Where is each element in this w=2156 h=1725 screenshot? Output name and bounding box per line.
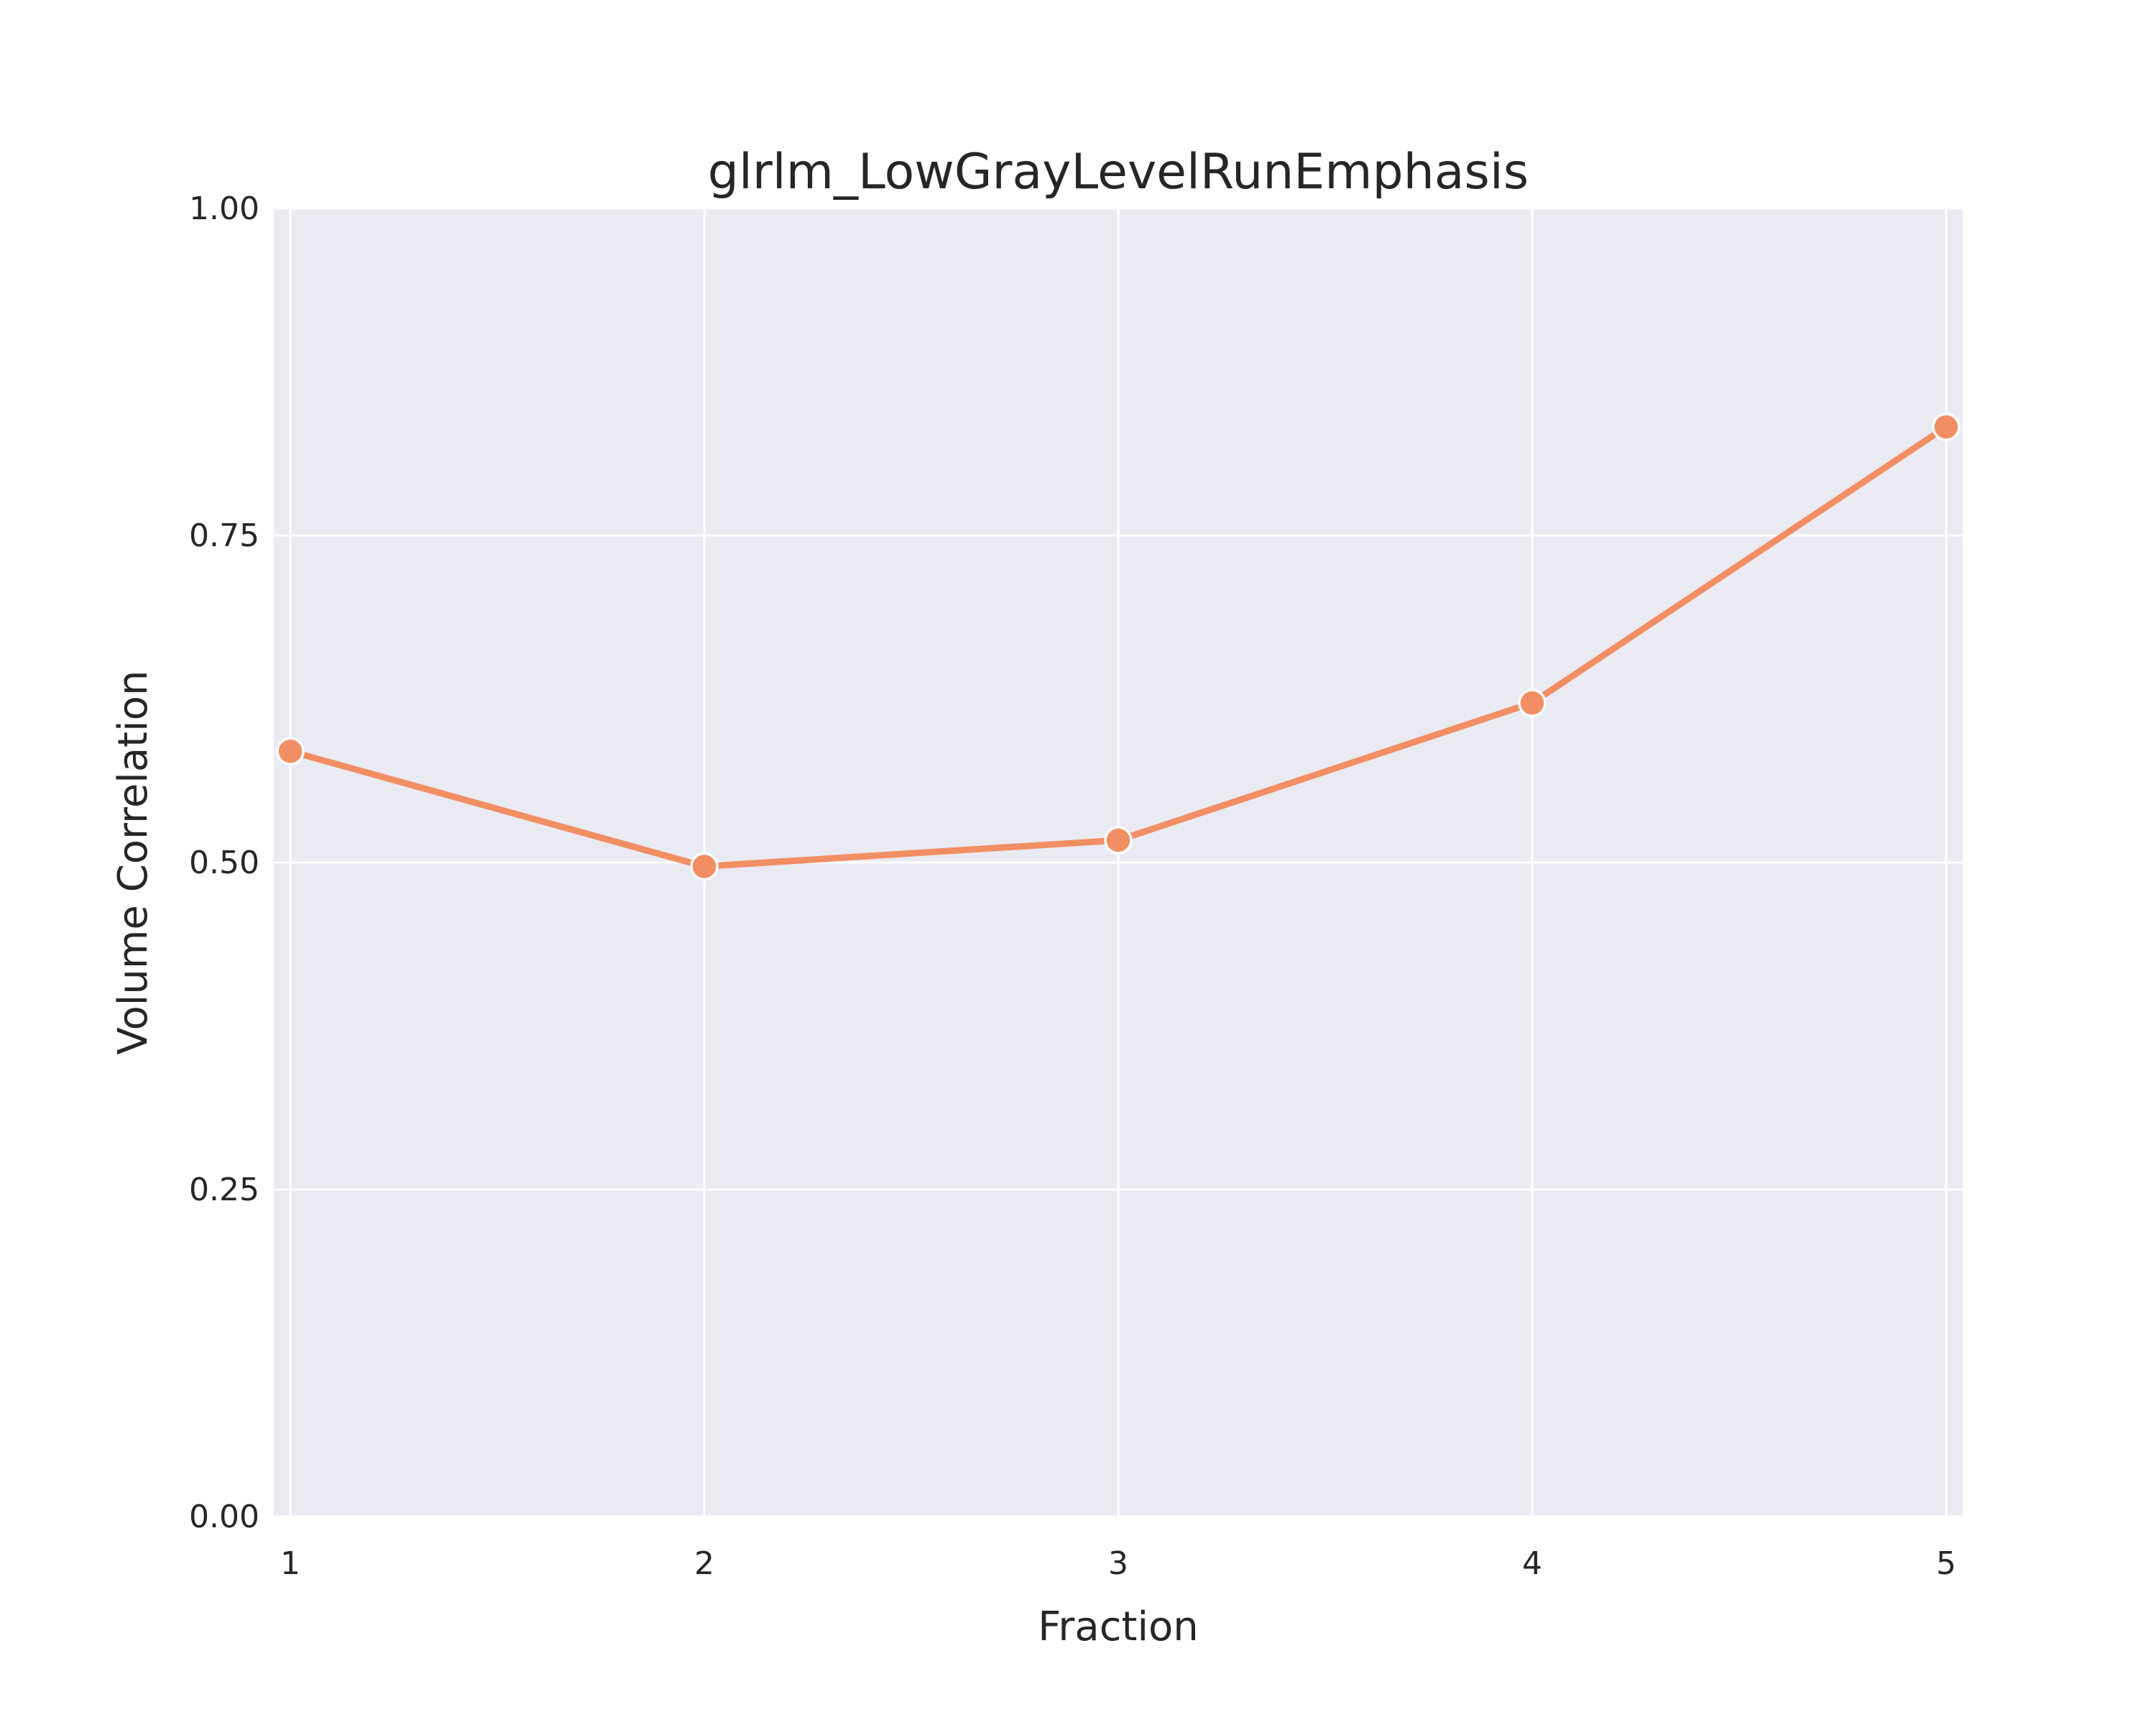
x-tick-label: 4 bbox=[1522, 1545, 1542, 1582]
data-point bbox=[276, 737, 305, 766]
y-axis-label: Volume Correlation bbox=[110, 671, 157, 1055]
y-tick-label: 0.25 bbox=[189, 1172, 259, 1208]
y-tick-labels: 0.00 0.25 0.50 0.75 1.00 bbox=[189, 190, 259, 1535]
chart-title: glrlm_LowGrayLevelRunEmphasis bbox=[708, 144, 1529, 201]
data-point bbox=[1104, 826, 1133, 855]
y-tick-label: 1.00 bbox=[189, 190, 259, 227]
y-tick-label: 0.50 bbox=[189, 845, 259, 881]
data-point bbox=[690, 852, 719, 881]
y-tick-label: 0.75 bbox=[189, 518, 259, 554]
data-point bbox=[1932, 413, 1961, 441]
series-layer bbox=[276, 413, 1961, 881]
x-tick-label: 5 bbox=[1936, 1545, 1956, 1582]
x-axis-label: Fraction bbox=[1038, 1604, 1199, 1650]
y-tick-label: 0.00 bbox=[189, 1499, 259, 1535]
x-tick-labels: 1 2 3 4 5 bbox=[280, 1545, 1956, 1582]
x-tick-label: 3 bbox=[1108, 1545, 1128, 1582]
x-tick-label: 1 bbox=[280, 1545, 300, 1582]
data-point bbox=[1518, 689, 1547, 717]
x-tick-label: 2 bbox=[694, 1545, 714, 1582]
